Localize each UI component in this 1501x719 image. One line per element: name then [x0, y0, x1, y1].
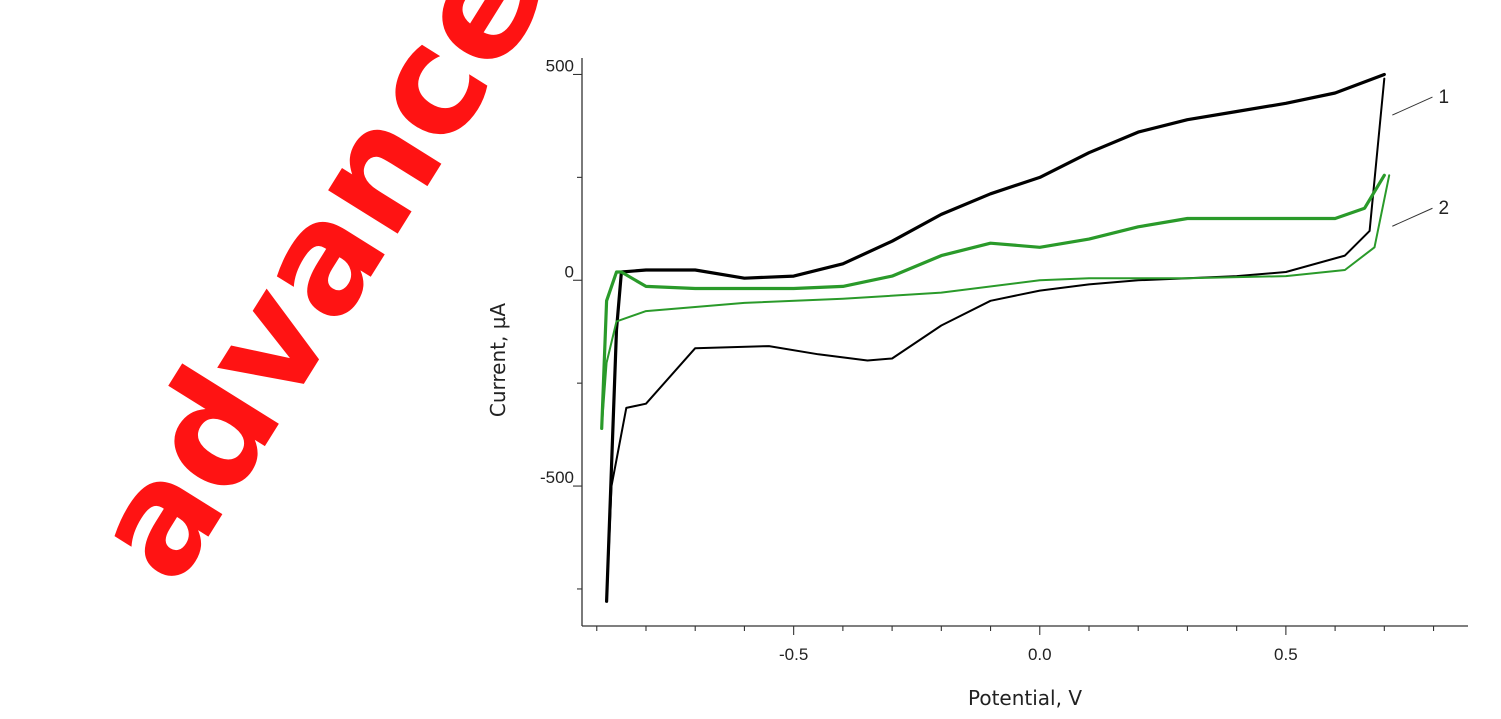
series-2-reverse-line	[600, 174, 1391, 430]
curve-label-1: 1	[1438, 87, 1449, 108]
y-tick-label: 500	[546, 56, 574, 75]
x-tick-label: -0.5	[779, 645, 808, 664]
curve-label-leader	[1392, 96, 1433, 116]
x-tick-label: 0.0	[1028, 645, 1052, 664]
series-group	[600, 72, 1391, 603]
watermark-text: advanced	[58, 0, 636, 609]
labels-group: 12	[1392, 87, 1449, 227]
curve-label-2: 2	[1438, 198, 1449, 219]
x-axis-title: Potential, V	[968, 686, 1082, 710]
series-1-reverse-line	[605, 77, 1386, 603]
y-tick-label: -500	[540, 468, 574, 487]
series-1-forward-line	[604, 72, 1386, 603]
y-tick-label: 0	[565, 262, 574, 281]
x-tick-label: 0.5	[1274, 645, 1298, 664]
curve-label-leader	[1392, 207, 1433, 227]
series-2-forward-line	[600, 173, 1386, 430]
axes-group: -0.5 0.0 0.5 500 0 -500	[540, 56, 1468, 664]
y-axis-title: Current, µA	[486, 303, 510, 418]
